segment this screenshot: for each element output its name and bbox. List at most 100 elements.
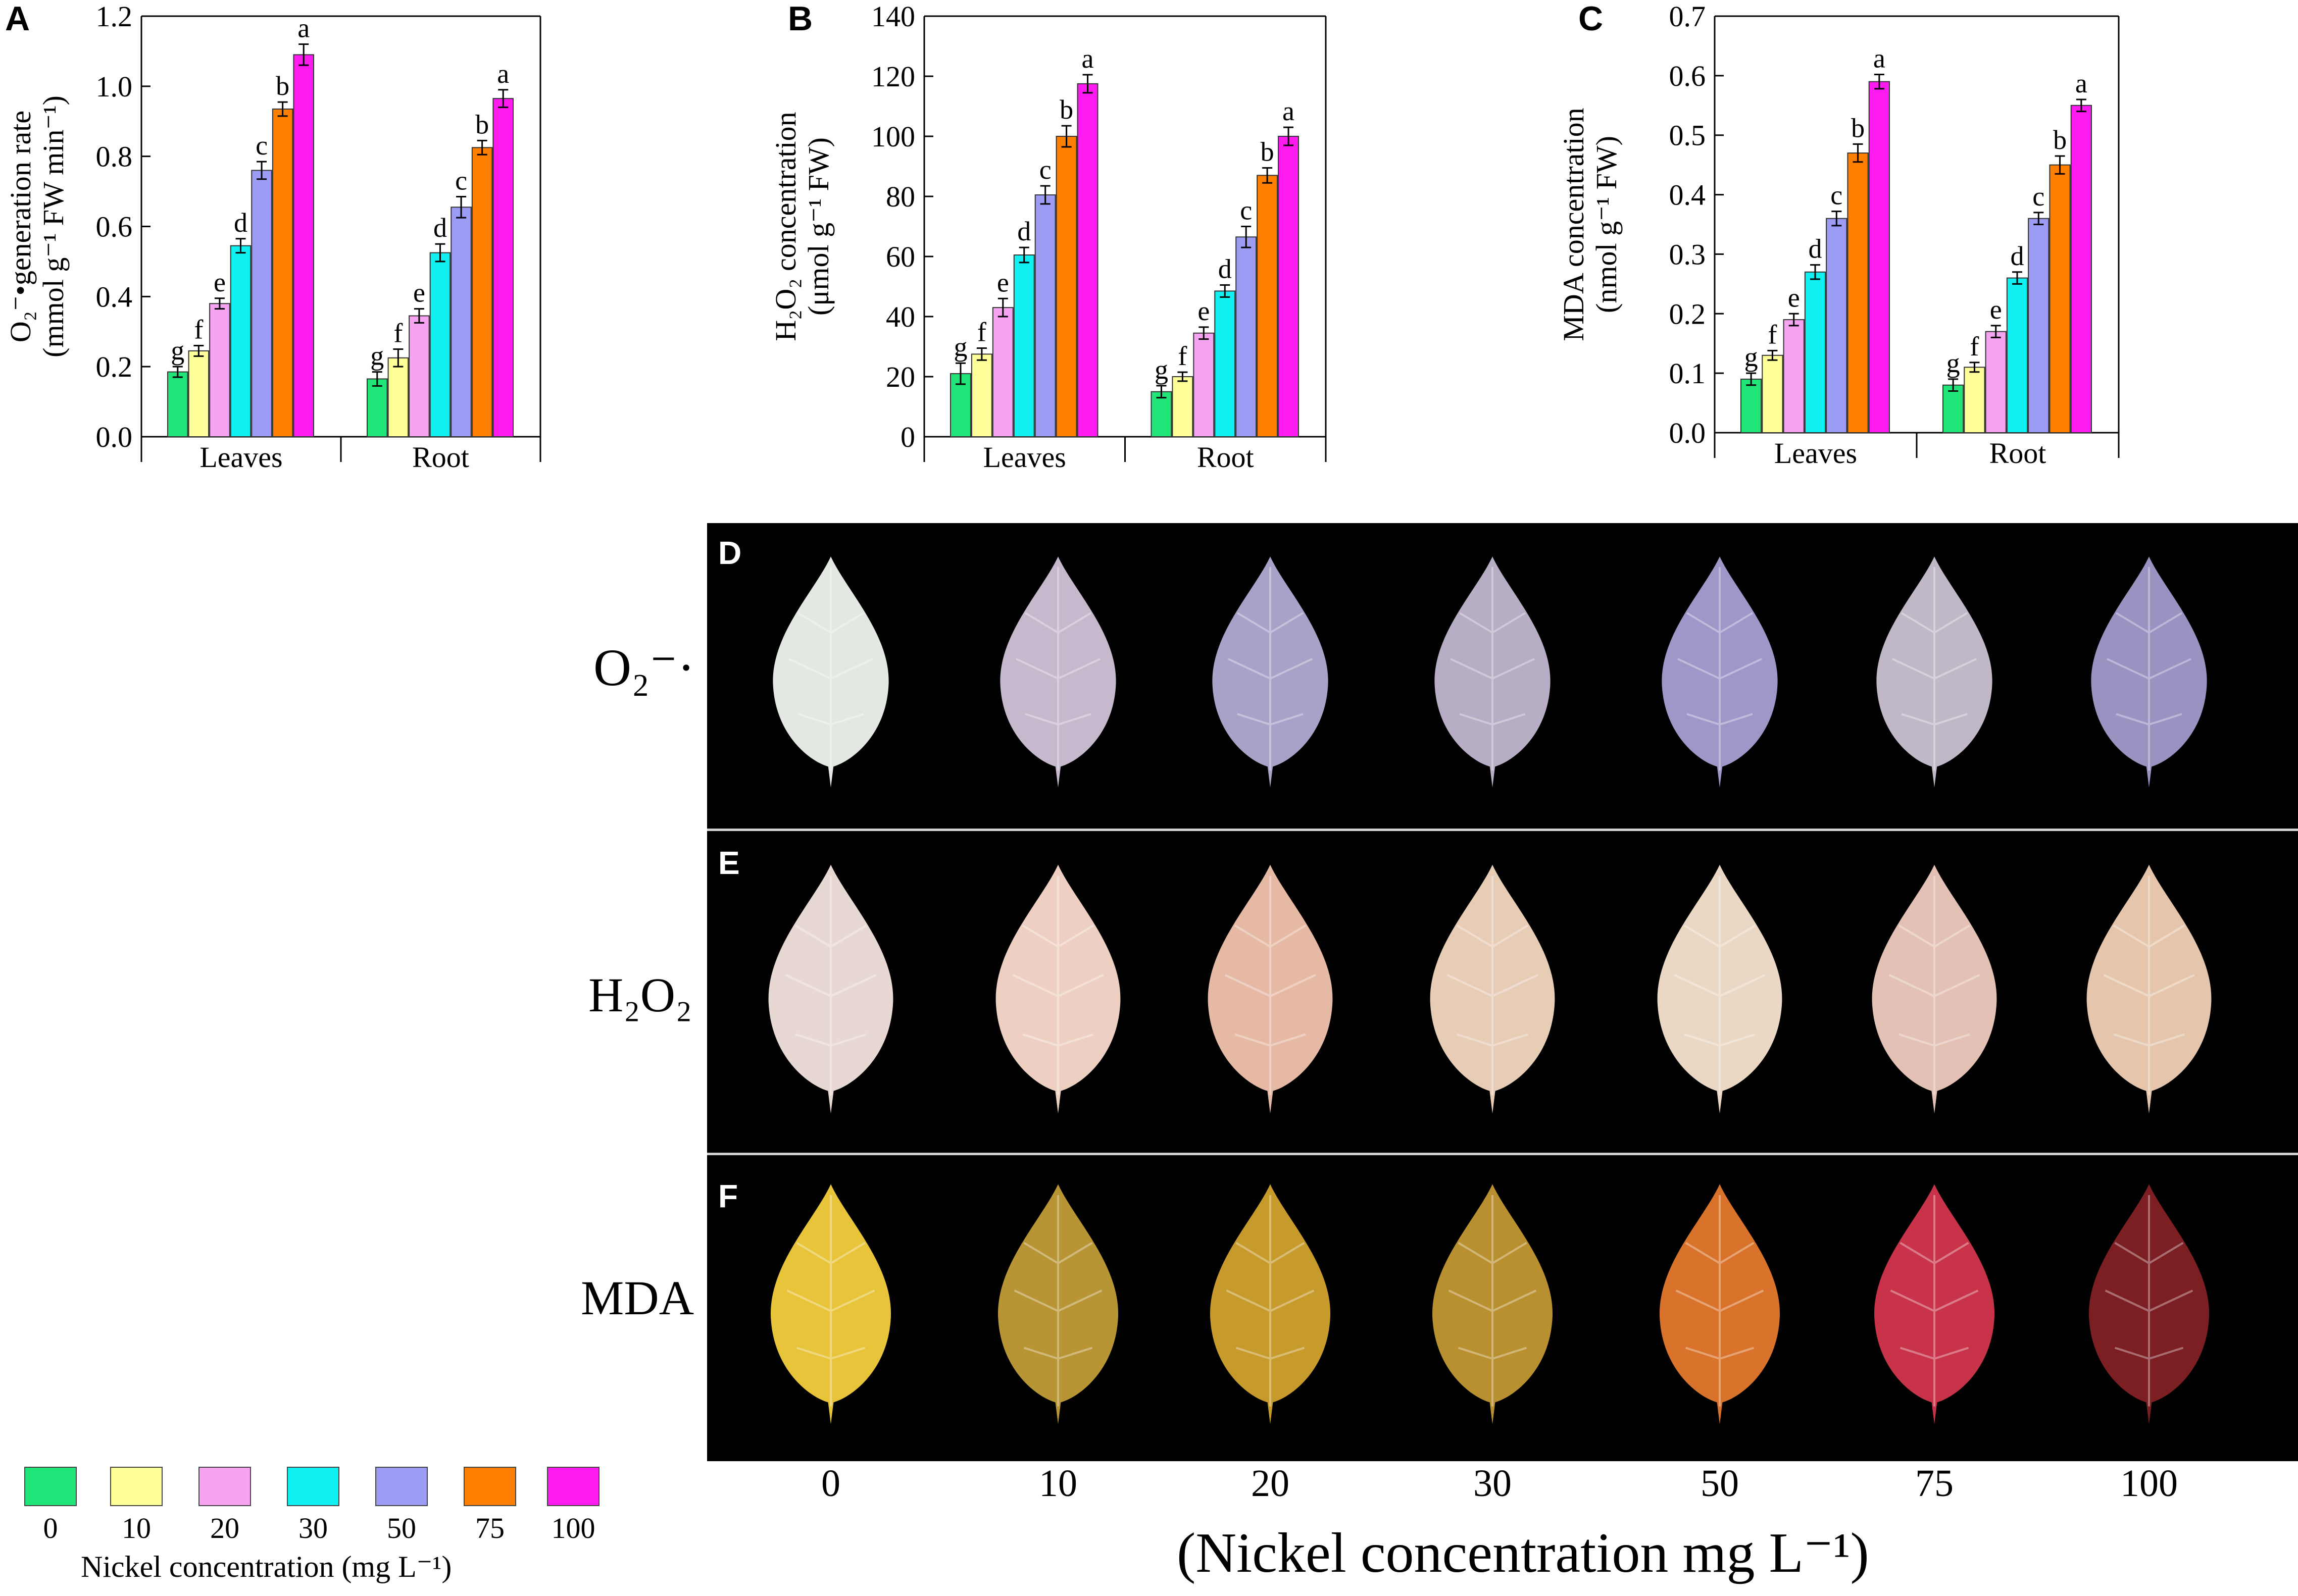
row-label-superoxide: O₂⁻·: [593, 639, 695, 697]
legend-swatch: [110, 1467, 163, 1506]
significance-letter: d: [234, 208, 247, 238]
leaf-shape: [1210, 1184, 1331, 1424]
y-axis-title-line2: (mmol g⁻¹ FW min⁻¹): [37, 95, 70, 357]
leaf-veins: [1450, 567, 1535, 770]
panel-letter-f: F: [718, 1178, 738, 1214]
y-tick-label: 0.1: [1669, 357, 1706, 390]
significance-letter: a: [297, 13, 310, 43]
y-tick-label: 40: [886, 300, 915, 333]
legend-item: 50: [375, 1467, 428, 1545]
y-tick-label: 0.5: [1669, 119, 1706, 152]
row-divider: [707, 829, 2298, 831]
bar: [1013, 254, 1035, 437]
legend-item: 20: [198, 1467, 251, 1545]
significance-letter: f: [1178, 341, 1187, 371]
y-tick-label: 1.0: [96, 70, 133, 103]
significance-letter: c: [256, 130, 268, 161]
leaf-shape: [2088, 1184, 2210, 1424]
concentration-label: 75: [1915, 1462, 1954, 1505]
leaf-image: [1432, 1184, 1553, 1424]
bar: [1804, 271, 1826, 433]
leaf-veins: [1224, 876, 1316, 1095]
leaf-shape: [1662, 556, 1778, 788]
leaf-image: [1000, 556, 1116, 788]
leaf-veins: [1227, 567, 1313, 770]
y-axis-title-line1: H₂O₂ concentration: [769, 112, 802, 341]
legend-label: 50: [387, 1512, 416, 1544]
significance-letter: d: [1809, 234, 1822, 264]
legend-label: 100: [551, 1512, 595, 1544]
bar: [1214, 290, 1236, 437]
y-tick-label: 0.4: [96, 280, 133, 313]
significance-letter: a: [2075, 68, 2087, 98]
legend-item: 75: [464, 1467, 516, 1545]
y-tick-label: 0: [901, 421, 915, 453]
bar: [451, 207, 472, 437]
bar: [471, 147, 493, 437]
leaf-veins: [2103, 876, 2195, 1095]
bar: [209, 303, 230, 437]
bar: [2028, 218, 2050, 433]
leaf-veins: [1674, 876, 1766, 1095]
bar: [1172, 376, 1193, 437]
bar: [167, 371, 188, 437]
significance-letter: g: [1155, 354, 1168, 385]
leaf-image: [1872, 864, 1997, 1114]
bar: [1077, 83, 1098, 437]
leaf-shape: [768, 864, 893, 1114]
panel-letter: B: [788, 0, 813, 38]
bar: [1257, 175, 1278, 438]
y-tick-label: 0.8: [96, 140, 133, 173]
leaf-veins: [1888, 876, 1980, 1095]
leaf-image: [2088, 1184, 2210, 1424]
y-tick-label: 20: [886, 361, 915, 393]
bar: [1985, 331, 2007, 434]
chart-a: 0.00.20.40.60.81.01.2gfedcbaLeavesgfedcb…: [4, 0, 541, 474]
leaf-veins: [1675, 1195, 1764, 1407]
bar: [188, 350, 210, 437]
significance-letter: f: [977, 317, 986, 347]
x-group-label: Leaves: [1774, 437, 1857, 470]
y-axis-title-line2: (μmol g⁻¹ FW): [802, 137, 835, 316]
row-divider: [707, 1153, 2298, 1155]
leaf-shape: [1434, 556, 1551, 788]
bar: [293, 54, 315, 437]
significance-letter: c: [455, 165, 467, 195]
leaf-image: [1874, 1184, 1995, 1424]
significance-letter: b: [475, 109, 489, 139]
y-axis-title-line1: O₂⁻•generation rate: [4, 111, 37, 342]
significance-letter: a: [497, 59, 509, 89]
significance-letter: a: [1082, 43, 1094, 74]
significance-letter: d: [2011, 241, 2024, 271]
leaf-image: [1657, 864, 1782, 1114]
bar: [2049, 164, 2071, 433]
legend-swatch: [198, 1467, 251, 1506]
concentration-label: 50: [1701, 1462, 1739, 1505]
bar: [492, 98, 514, 438]
bar: [1034, 194, 1056, 437]
y-tick-label: 0.7: [1669, 0, 1706, 33]
leaf-shape: [1657, 864, 1782, 1114]
leaf-veins: [788, 567, 874, 770]
significance-letter: b: [2053, 125, 2067, 155]
significance-letter: c: [2032, 181, 2044, 212]
concentration-label: 100: [2120, 1462, 2178, 1505]
leaf-shape: [1876, 556, 1992, 788]
significance-letter: d: [433, 213, 447, 243]
significance-letter: d: [1017, 216, 1031, 246]
legend-label: 75: [475, 1512, 505, 1544]
significance-letter: b: [276, 71, 289, 101]
significance-letter: e: [214, 267, 226, 297]
legend-label: 30: [298, 1512, 328, 1544]
nickel-concentration-axis-title: (Nickel concentration mg L⁻¹): [1177, 1522, 1869, 1584]
leaf-photo-panel: D E F: [707, 523, 2298, 1461]
leaf-shape: [1659, 1184, 1780, 1424]
panel-letter: C: [1578, 0, 1603, 38]
y-axis-title-line1: MDA concentration: [1557, 108, 1590, 341]
y-tick-label: 0.2: [1669, 297, 1706, 330]
bar: [1740, 378, 1762, 434]
y-tick-label: 0.6: [96, 211, 133, 243]
significance-letter: g: [1946, 348, 1960, 378]
bar: [2006, 277, 2028, 433]
y-tick-label: 0.2: [96, 350, 133, 383]
